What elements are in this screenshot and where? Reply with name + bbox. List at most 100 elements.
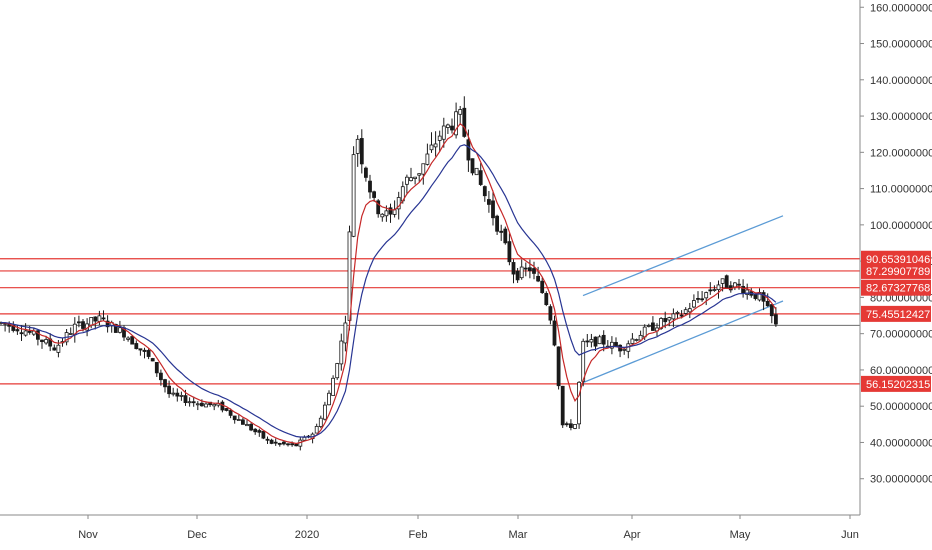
candle-body: [52, 347, 57, 351]
candle-body: [692, 300, 696, 308]
y-tick-label: 50.00000000: [870, 401, 932, 413]
candle-body: [224, 408, 229, 411]
candle-body: [634, 339, 639, 341]
candle-body: [441, 125, 446, 140]
candle-body: [433, 143, 438, 148]
candle-body: [696, 298, 700, 300]
candle-body: [429, 144, 434, 151]
moving-average-lines: [0, 122, 777, 445]
candle-body: [601, 334, 606, 345]
candle-body: [232, 415, 237, 421]
candle-body: [134, 343, 139, 350]
y-tick-label: 100.00000000: [870, 220, 932, 232]
x-tick-label: Nov: [78, 529, 98, 541]
candle-body: [175, 392, 180, 397]
candle-body: [700, 298, 704, 301]
candle-body: [44, 339, 48, 344]
candle-body: [396, 197, 401, 210]
candle-body: [142, 349, 147, 352]
candle-body: [466, 139, 471, 161]
candle-body: [642, 326, 647, 338]
candle-body: [89, 317, 94, 326]
candle-body: [585, 340, 590, 343]
y-tick-label: 150.00000000: [870, 39, 932, 51]
candle-body: [437, 135, 442, 141]
candle-body: [622, 348, 627, 351]
candle-body: [187, 401, 192, 404]
horizontal-level-lines: [0, 258, 860, 385]
y-tick-label: 140.00000000: [870, 75, 932, 87]
candle-body: [753, 294, 758, 299]
candle-body: [363, 167, 368, 178]
candle-body: [724, 275, 729, 288]
candle-body: [154, 361, 159, 374]
candle-body: [679, 314, 684, 317]
candle-body: [228, 410, 233, 416]
channel-line: [582, 300, 784, 384]
candle-body: [130, 336, 135, 345]
candle-body: [302, 436, 307, 441]
candle-body: [77, 321, 81, 324]
x-tick-label: Apr: [623, 529, 640, 541]
candle-body: [548, 306, 553, 321]
candle-body: [195, 403, 200, 406]
candle-body: [81, 321, 85, 329]
candle-body: [322, 404, 327, 420]
x-tick-label: Mar: [509, 529, 528, 541]
candle-body: [417, 173, 422, 176]
candle-body: [118, 327, 122, 333]
candle-body: [486, 199, 491, 205]
candle-body: [663, 318, 668, 323]
candle-body: [105, 320, 110, 328]
candle-body: [712, 289, 717, 291]
y-tick-label: 130.00000000: [870, 111, 932, 123]
candle-body: [573, 424, 577, 429]
candle-body: [343, 322, 348, 344]
candle-body: [560, 385, 565, 426]
x-tick-label: May: [730, 529, 751, 541]
candle-body: [515, 270, 520, 281]
candle-body: [167, 385, 172, 395]
candle-body: [687, 308, 692, 313]
candle-body: [36, 330, 40, 340]
candle-body: [413, 176, 418, 179]
candle-body: [556, 346, 561, 387]
candle-body: [581, 340, 586, 382]
candle-body: [404, 176, 409, 185]
candle-body: [368, 180, 372, 193]
candle-body: [273, 441, 278, 444]
y-tick-label: 160.00000000: [870, 2, 932, 14]
candle-body: [409, 177, 413, 182]
candle-body: [380, 213, 385, 218]
channel-lines: [582, 215, 784, 384]
candle-body: [335, 363, 340, 379]
y-tick-label: 120.00000000: [870, 147, 932, 159]
candle-body: [318, 417, 323, 427]
candle-body: [716, 284, 721, 291]
y-tick-label: 70.00000000: [870, 329, 932, 341]
candle-body: [540, 280, 545, 293]
candle-body: [183, 395, 188, 404]
candle-body: [392, 209, 397, 215]
candle-body: [528, 267, 532, 272]
candle-body: [564, 423, 569, 426]
candle-body: [495, 215, 500, 232]
candle-body: [376, 200, 381, 215]
x-tick-label: Jun: [841, 529, 859, 541]
candle-body: [667, 317, 672, 321]
candle-body: [204, 403, 208, 408]
candle-body: [597, 336, 602, 345]
candle-body: [339, 340, 344, 365]
candle-body: [544, 293, 549, 306]
candle-body: [359, 138, 364, 165]
y-tick-label: 60.00000000: [870, 365, 932, 377]
candle-body: [593, 336, 598, 347]
candle-body: [19, 332, 24, 335]
candle-body: [240, 419, 245, 425]
candle-body: [519, 266, 524, 279]
candle-body: [646, 325, 651, 327]
candle-body: [532, 268, 536, 274]
y-tick-label: 40.00000000: [870, 437, 932, 449]
